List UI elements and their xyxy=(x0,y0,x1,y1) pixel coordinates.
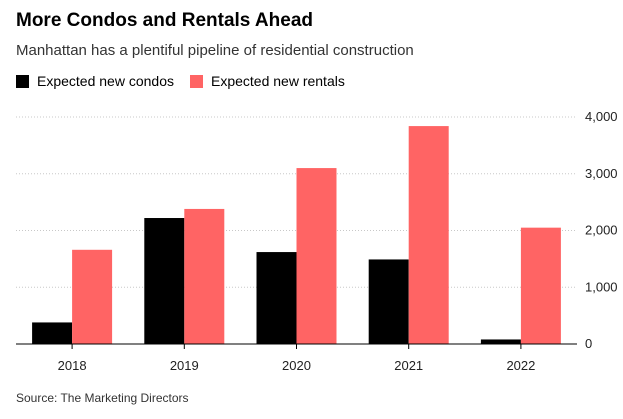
bar-rentals-2021 xyxy=(408,126,449,344)
legend-label-condos: Expected new condos xyxy=(37,73,174,89)
x-tick-label-2018: 2018 xyxy=(58,358,87,373)
bar-condos-2021 xyxy=(368,259,409,344)
legend-item-condos: Expected new condos xyxy=(16,73,174,89)
y-tick-label-1: 1,000 xyxy=(585,279,618,294)
chart-subtitle: Manhattan has a plentiful pipeline of re… xyxy=(16,42,414,59)
bar-condos-2022 xyxy=(480,339,521,344)
x-tick-label-2021: 2021 xyxy=(394,358,423,373)
y-tick-label-0: 0 xyxy=(585,336,592,351)
legend-label-rentals: Expected new rentals xyxy=(210,73,345,89)
legend-swatch-condos xyxy=(16,74,29,88)
chart-source: Source: The Marketing Directors xyxy=(16,391,189,405)
bar-rentals-2022 xyxy=(520,227,561,344)
x-tick-label-2019: 2019 xyxy=(170,358,199,373)
y-tick-label-3: 3,000 xyxy=(585,166,618,181)
bar-rentals-2018 xyxy=(72,249,113,344)
y-tick-label-2: 2,000 xyxy=(585,223,618,238)
bar-condos-2019 xyxy=(144,218,185,344)
legend-swatch-rentals xyxy=(189,74,203,88)
bar-rentals-2019 xyxy=(184,208,225,344)
bar-condos-2018 xyxy=(32,322,73,344)
x-tick-label-2020: 2020 xyxy=(282,358,311,373)
chart-legend: Expected new condos Expected new rentals xyxy=(16,73,361,89)
bar-rentals-2020 xyxy=(296,168,337,344)
chart-title: More Condos and Rentals Ahead xyxy=(16,10,313,31)
legend-item-rentals: Expected new rentals xyxy=(189,73,345,89)
y-tick-label-4: 4,000 xyxy=(585,109,618,124)
bar-condos-2020 xyxy=(256,252,297,344)
x-tick-label-2022: 2022 xyxy=(506,358,535,373)
